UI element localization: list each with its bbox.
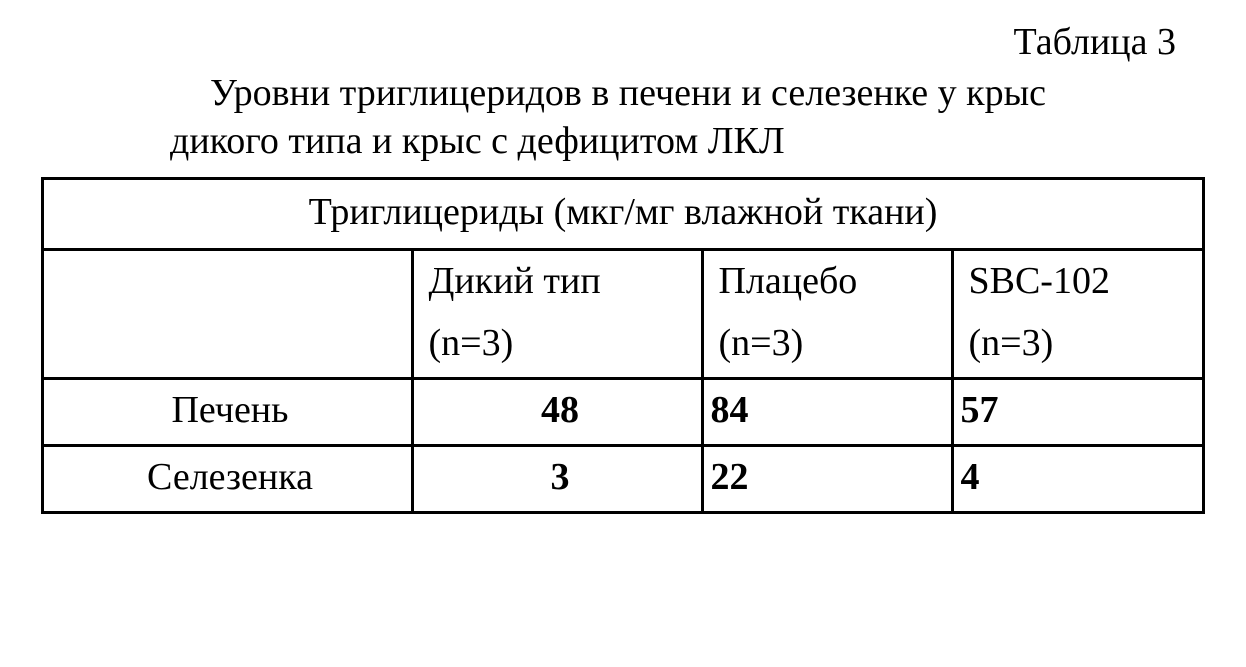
col-placebo-label: Плацебо xyxy=(718,259,941,303)
row-liver-label: Печень xyxy=(43,379,413,446)
triglyceride-table: Триглицериды (мкг/мг влажной ткани) Дики… xyxy=(41,177,1204,514)
empty-cell xyxy=(43,250,413,379)
row-spleen-label: Селезенка xyxy=(43,446,413,513)
table-row: Печень 48 84 57 xyxy=(43,379,1203,446)
row-liver-placebo: 84 xyxy=(703,379,953,446)
row-liver-sbc: 57 xyxy=(953,379,1203,446)
table-number: Таблица 3 xyxy=(40,20,1176,64)
table-caption: Уровни триглицеридов в печени и селезенк… xyxy=(70,70,1186,165)
col-wild-type: Дикий тип (n=3) xyxy=(413,250,703,379)
table-header-row: Триглицериды (мкг/мг влажной ткани) xyxy=(43,179,1203,250)
table-column-header-row: Дикий тип (n=3) Плацебо (n=3) SBC-102 (n… xyxy=(43,250,1203,379)
caption-line-2: дикого типа и крыс с дефицитом ЛКЛ xyxy=(170,118,1186,166)
col-sbc-sub: (n=3) xyxy=(968,321,1191,365)
col-placebo-sub: (n=3) xyxy=(718,321,941,365)
row-liver-wild: 48 xyxy=(413,379,703,446)
table-header: Триглицериды (мкг/мг влажной ткани) xyxy=(43,179,1203,250)
row-spleen-sbc: 4 xyxy=(953,446,1203,513)
col-sbc-label: SBC-102 xyxy=(968,259,1191,303)
col-placebo: Плацебо (n=3) xyxy=(703,250,953,379)
row-spleen-placebo: 22 xyxy=(703,446,953,513)
caption-line-1: Уровни триглицеридов в печени и селезенк… xyxy=(70,70,1186,118)
row-spleen-wild: 3 xyxy=(413,446,703,513)
col-wild-type-sub: (n=3) xyxy=(428,321,691,365)
col-sbc: SBC-102 (n=3) xyxy=(953,250,1203,379)
table-row: Селезенка 3 22 4 xyxy=(43,446,1203,513)
col-wild-type-label: Дикий тип xyxy=(428,259,691,303)
